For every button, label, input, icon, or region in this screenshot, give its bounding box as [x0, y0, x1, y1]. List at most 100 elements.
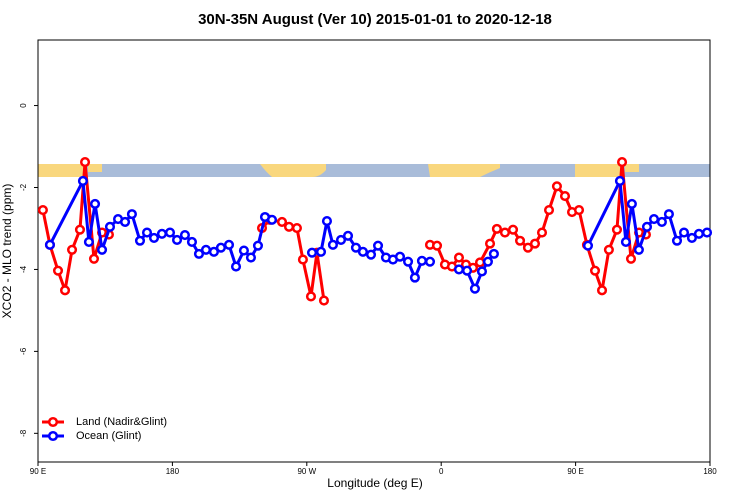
chart-title: 30N-35N August (Ver 10) 2015-01-01 to 20… — [198, 11, 552, 28]
x-tick-label: 90 E — [30, 467, 46, 476]
data-point — [620, 236, 631, 248]
data-point — [507, 224, 519, 235]
data-point — [402, 256, 414, 267]
data-point — [230, 261, 242, 272]
data-point — [596, 285, 608, 296]
data-point — [686, 232, 697, 243]
data-point — [499, 227, 511, 238]
data-point — [573, 204, 585, 216]
data-point — [559, 191, 571, 202]
data-point — [164, 227, 176, 238]
series-line — [311, 219, 431, 280]
data-point — [171, 234, 183, 245]
data-point — [186, 236, 198, 248]
data-point — [589, 265, 601, 276]
data-point — [200, 244, 212, 255]
data-point — [342, 230, 354, 241]
data-point — [453, 264, 465, 275]
data-point — [431, 240, 443, 251]
data-point — [223, 239, 235, 250]
data-point — [238, 245, 249, 256]
y-tick-label: -6 — [19, 347, 28, 355]
data-point — [37, 204, 48, 216]
x-tick-label: 0 — [439, 467, 444, 476]
data-point — [193, 248, 205, 259]
data-point — [461, 265, 473, 276]
data-point — [701, 227, 713, 238]
data-point — [633, 244, 644, 255]
data-point — [625, 253, 637, 264]
data-point — [469, 283, 480, 294]
series-line — [260, 218, 326, 301]
data-point — [474, 257, 486, 268]
data-point — [529, 238, 541, 249]
data-point — [372, 240, 384, 251]
data-point — [482, 256, 493, 267]
data-point — [350, 242, 361, 253]
data-point — [208, 246, 219, 257]
data-point — [641, 221, 653, 232]
data-point — [305, 291, 317, 302]
data-point — [252, 240, 264, 251]
data-point — [476, 266, 488, 277]
data-point — [357, 246, 368, 257]
data-point — [603, 244, 614, 255]
data-point — [283, 221, 295, 232]
data-point — [79, 157, 91, 168]
y-tick-label: -8 — [19, 429, 28, 437]
data-point — [365, 249, 377, 260]
x-tick-label: 90 E — [567, 467, 583, 476]
y-axis-label: XCO2 - MLO trend (ppm) — [0, 184, 14, 319]
data-point — [616, 157, 628, 168]
x-tick-label: 180 — [703, 467, 717, 476]
data-point — [321, 216, 333, 227]
data-point — [148, 232, 160, 243]
data-point — [453, 252, 465, 263]
data-point — [215, 242, 226, 253]
data-point — [266, 214, 278, 225]
x-axis-label: Longitude (deg E) — [327, 476, 422, 490]
data-point — [671, 235, 683, 246]
data-point — [626, 198, 637, 209]
data-point — [297, 254, 308, 265]
legend-label: Ocean (Glint) — [76, 430, 141, 442]
data-point — [141, 227, 153, 238]
data-point — [488, 248, 499, 259]
data-point — [514, 235, 526, 246]
data-point — [663, 209, 674, 220]
y-tick-label: -4 — [19, 265, 28, 273]
data-point — [394, 251, 406, 262]
data-point — [59, 285, 71, 296]
y-tick-label: 0 — [19, 103, 28, 108]
data-point — [543, 204, 555, 216]
data-point — [614, 175, 626, 186]
data-point — [409, 272, 420, 283]
data-point — [318, 295, 330, 306]
plot-frame — [37, 39, 711, 463]
data-point — [52, 265, 64, 276]
data-point — [291, 223, 302, 234]
data-point — [582, 240, 594, 251]
data-point — [678, 227, 690, 238]
land-mask-strip — [38, 164, 710, 177]
data-point — [120, 216, 131, 227]
data-point — [648, 213, 660, 225]
data-point — [134, 235, 146, 246]
data-point — [276, 216, 288, 227]
data-point — [179, 229, 190, 241]
data-point — [156, 228, 167, 239]
data-point — [522, 242, 534, 253]
data-point — [656, 216, 667, 227]
x-tick-label: 90 W — [297, 467, 316, 476]
data-point — [491, 223, 502, 234]
data-point — [611, 224, 623, 235]
data-point — [66, 244, 78, 255]
data-point — [88, 253, 100, 264]
data-point — [44, 239, 55, 250]
data-point — [484, 238, 496, 249]
data-point — [245, 252, 256, 263]
data-point — [306, 247, 318, 258]
data-point — [74, 224, 86, 235]
data-point — [77, 175, 88, 186]
